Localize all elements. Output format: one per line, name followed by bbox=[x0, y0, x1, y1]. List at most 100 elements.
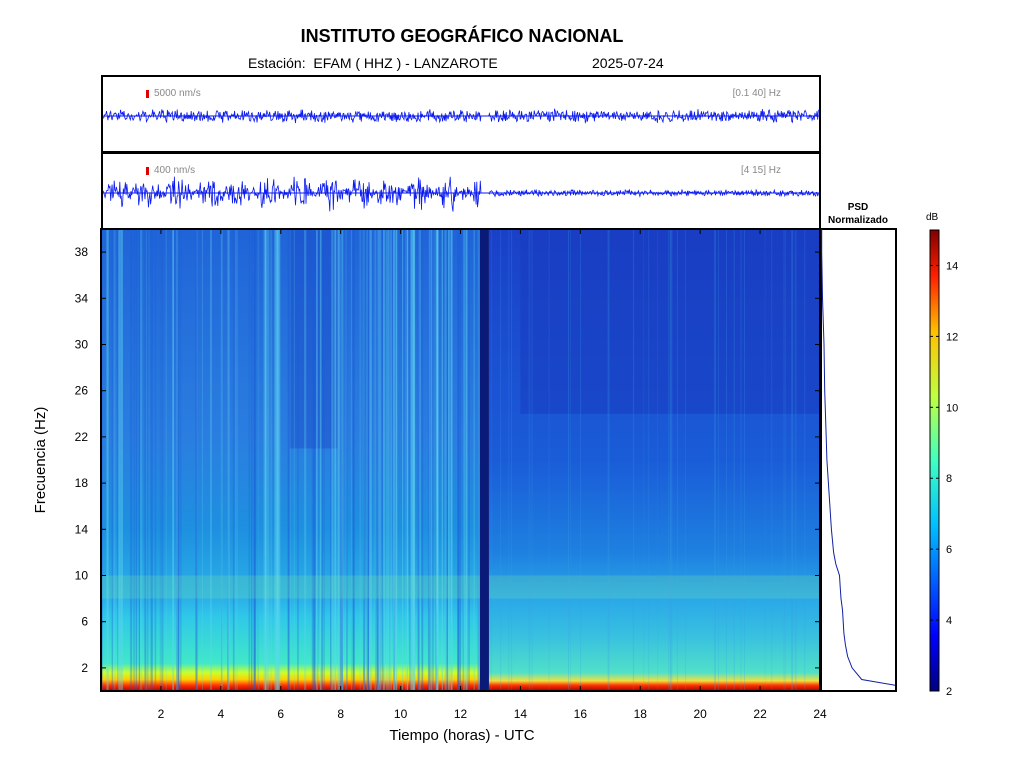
spectrogram-streak bbox=[432, 229, 435, 691]
seismogram-trace-broadband bbox=[103, 107, 819, 124]
x-tick-label: 16 bbox=[574, 707, 588, 721]
spectrogram-streak bbox=[353, 229, 355, 691]
spectrogram-streak bbox=[385, 229, 387, 691]
spectrogram-streak bbox=[569, 229, 571, 691]
spectrogram-streak bbox=[145, 229, 147, 691]
spectrogram-streak bbox=[106, 229, 109, 691]
spectrogram-streak bbox=[346, 229, 348, 691]
scale-bar-top bbox=[146, 90, 149, 98]
spectrogram-streak bbox=[435, 229, 439, 691]
spectrogram-streak bbox=[276, 229, 279, 691]
spectrogram-streak bbox=[428, 229, 431, 691]
spectrogram-streak bbox=[435, 229, 437, 691]
colorbar-tick-label: 12 bbox=[946, 331, 958, 343]
spectrogram-streak bbox=[274, 229, 276, 691]
spectrogram-streak bbox=[176, 229, 178, 691]
psd-panel-frame bbox=[820, 228, 897, 692]
spectrogram-streak bbox=[351, 229, 353, 691]
spectrogram-streak bbox=[375, 229, 377, 691]
x-tick-label: 4 bbox=[217, 707, 224, 721]
spectrogram-streak bbox=[257, 229, 259, 691]
spectrogram-streak bbox=[465, 229, 468, 691]
x-tick-label: 22 bbox=[753, 707, 767, 721]
trace-panel-filtered: 400 nm/s [4 15] Hz bbox=[101, 152, 821, 230]
spectrogram-streak bbox=[409, 229, 412, 691]
spectrogram-streak bbox=[161, 229, 164, 691]
spectrogram-streak bbox=[330, 229, 332, 691]
spectrogram-streak bbox=[671, 229, 673, 691]
spectrogram-streak bbox=[379, 229, 382, 691]
spectrogram-streak bbox=[464, 229, 467, 691]
spectrogram-streak bbox=[311, 229, 315, 691]
spectrogram-streak bbox=[445, 229, 447, 691]
spectrogram-streak bbox=[118, 229, 121, 691]
x-tick-label: 2 bbox=[158, 707, 165, 721]
spectrogram-streak bbox=[196, 229, 198, 691]
y-axis-label: Frecuencia (Hz) bbox=[32, 407, 49, 514]
spectrogram-streak bbox=[633, 229, 635, 691]
spectrogram-streak bbox=[221, 229, 223, 691]
spectrogram-streak bbox=[462, 229, 464, 691]
spectrogram-streak bbox=[387, 229, 390, 691]
colorbar bbox=[929, 229, 940, 692]
spectrogram-streak bbox=[321, 229, 323, 691]
band-label-bottom: [4 15] Hz bbox=[740, 165, 781, 176]
spectrogram-streak bbox=[177, 229, 180, 691]
spectrogram-streak bbox=[337, 229, 340, 691]
spectrogram-streak bbox=[668, 229, 670, 691]
spectrogram-streak bbox=[783, 229, 785, 691]
spectrogram-streak bbox=[718, 229, 720, 691]
psd-profile-line bbox=[821, 229, 896, 686]
spectrogram-streak bbox=[144, 229, 147, 691]
spectrogram-streak bbox=[427, 229, 431, 691]
x-axis-label: Tiempo (horas) - UTC bbox=[389, 727, 534, 744]
spectrogram-streak bbox=[714, 229, 716, 691]
spectrogram-streak bbox=[395, 229, 398, 691]
spectrogram-streak bbox=[580, 229, 582, 691]
spectrogram-streak bbox=[412, 229, 416, 691]
spectrogram-streak bbox=[150, 229, 153, 691]
spectrogram-streak bbox=[319, 229, 322, 691]
spectrogram-streak bbox=[376, 229, 379, 691]
station-label: Estación: EFAM ( HHZ ) - LANZAROTE bbox=[248, 55, 498, 71]
psd-title: PSD Normalizado bbox=[822, 201, 894, 227]
spectrogram-streak bbox=[148, 229, 150, 691]
spectrogram-streak bbox=[313, 229, 315, 691]
psd-title-line2: Normalizado bbox=[827, 215, 888, 226]
spectrogram-streak bbox=[177, 229, 179, 691]
spectrogram-data-gap bbox=[479, 229, 489, 691]
spectrogram-streak bbox=[165, 229, 167, 691]
spectrogram-streak bbox=[500, 229, 502, 691]
spectrogram-streak bbox=[511, 229, 513, 691]
spectrogram-streak bbox=[457, 229, 460, 691]
spectrogram-streak bbox=[317, 229, 319, 691]
psd-title-line1: PSD bbox=[847, 202, 869, 213]
spectrogram-streak bbox=[154, 229, 157, 691]
spectrogram-streak bbox=[462, 229, 465, 691]
y-tick-label: 2 bbox=[81, 661, 88, 675]
spectrogram-streak bbox=[477, 229, 480, 691]
spectrogram-streak bbox=[254, 229, 256, 691]
x-tick-label: 14 bbox=[514, 707, 528, 721]
spectrogram-streak bbox=[297, 229, 299, 691]
x-tick-label: 10 bbox=[394, 707, 408, 721]
spectrogram-streak bbox=[333, 229, 336, 691]
spectrogram-streak bbox=[362, 229, 365, 691]
spectrogram-streak bbox=[531, 229, 533, 691]
spectrogram-streak bbox=[253, 229, 256, 691]
spectrogram-streak bbox=[657, 229, 659, 691]
spectrogram-streak bbox=[289, 229, 291, 691]
spectrogram-streak bbox=[804, 229, 806, 691]
spectrogram-streak bbox=[528, 229, 530, 691]
spectrogram-streak bbox=[791, 229, 793, 691]
spectrogram-streak bbox=[275, 229, 277, 691]
spectrogram-streak bbox=[430, 229, 433, 691]
spectrogram-streak bbox=[608, 229, 610, 691]
spectrogram-streak bbox=[676, 229, 678, 691]
spectrogram-quiet-region bbox=[488, 229, 820, 691]
spectrogram-streak bbox=[457, 229, 460, 691]
spectrogram-streak bbox=[195, 229, 198, 691]
spectrogram-low-energy-early bbox=[289, 229, 338, 449]
spectrogram-streak bbox=[430, 229, 433, 691]
spectrogram-streak bbox=[418, 229, 421, 691]
